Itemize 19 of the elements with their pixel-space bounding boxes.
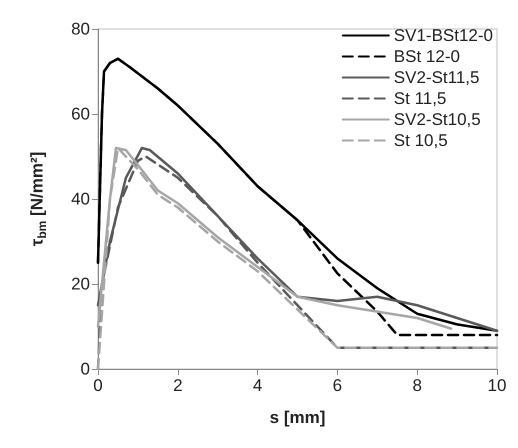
x-tick-label: 0 xyxy=(93,376,103,395)
x-tick-label: 4 xyxy=(252,376,262,395)
legend-label: SV2-St10,5 xyxy=(394,110,481,129)
legend-label: SV2-St11,5 xyxy=(394,68,480,87)
x-axis-title: s [mm] xyxy=(270,408,326,427)
x-tick-label: 2 xyxy=(173,376,183,395)
y-tick-label: 60 xyxy=(71,104,90,124)
y-tick-label: 0 xyxy=(80,360,90,378)
y-axis-title: τbm [N/mm²] xyxy=(28,152,49,246)
legend-label: SV1-BSt12-0 xyxy=(394,26,494,45)
y-tick-label: 80 xyxy=(71,20,90,38)
x-tick-label: 10 xyxy=(488,376,506,395)
y-tick-label: 40 xyxy=(71,190,90,208)
legend-label: St 10,5 xyxy=(394,131,448,150)
x-tick-label: 8 xyxy=(412,376,422,395)
x-tick-label: 6 xyxy=(332,376,342,395)
y-tick-label: 20 xyxy=(71,274,90,294)
legend-label: BSt 12-0 xyxy=(394,47,460,66)
legend-label: St 11,5 xyxy=(394,89,446,108)
